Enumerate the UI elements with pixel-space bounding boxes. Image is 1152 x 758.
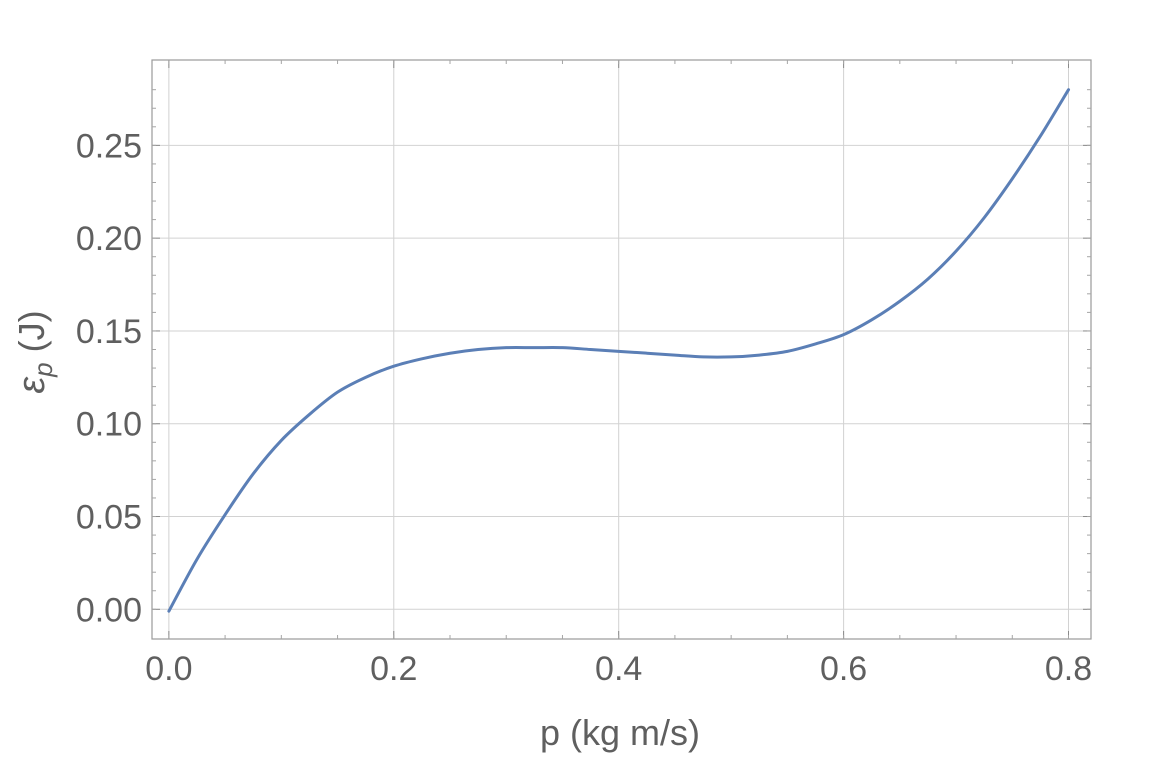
y-tick-label: 0.05 <box>76 499 142 537</box>
y-tick-label: 0.10 <box>76 406 142 444</box>
x-tick-label: 0.4 <box>595 650 642 688</box>
y-axis-label: εp (J) <box>11 310 58 393</box>
x-tick-label: 0.0 <box>145 650 192 688</box>
y-axis-label-subscript: p <box>28 362 58 377</box>
x-tick-label: 0.2 <box>370 650 417 688</box>
x-axis-label: p (kg m/s) <box>540 712 700 753</box>
y-tick-label: 0.15 <box>76 313 142 351</box>
y-axis-label-unit: (J) <box>11 310 52 362</box>
y-tick-label: 0.00 <box>76 591 142 629</box>
y-tick-label: 0.25 <box>76 127 142 165</box>
axis-ticks <box>152 60 1091 639</box>
x-tick-label: 0.6 <box>820 650 867 688</box>
y-axis-label-symbol: ε <box>11 376 53 394</box>
plot-frame <box>151 59 1092 640</box>
x-tick-label: 0.8 <box>1045 650 1092 688</box>
y-tick-labels: 0.00 0.05 0.10 0.15 0.20 0.25 <box>76 127 142 629</box>
x-tick-labels: 0.0 0.2 0.4 0.6 0.8 <box>145 650 1092 688</box>
series-line <box>167 88 1071 613</box>
y-tick-label: 0.20 <box>76 220 142 258</box>
grid-lines <box>152 60 1091 639</box>
